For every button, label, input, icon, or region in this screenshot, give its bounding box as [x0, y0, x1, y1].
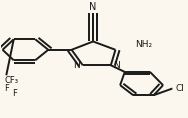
Text: N: N: [89, 2, 97, 12]
Text: F: F: [5, 84, 9, 93]
Text: F: F: [12, 88, 17, 97]
Text: Cl: Cl: [175, 84, 184, 93]
Text: N: N: [73, 61, 80, 70]
Text: NH₂: NH₂: [135, 40, 152, 49]
Text: CF₃: CF₃: [5, 76, 18, 85]
Text: N: N: [114, 61, 120, 70]
